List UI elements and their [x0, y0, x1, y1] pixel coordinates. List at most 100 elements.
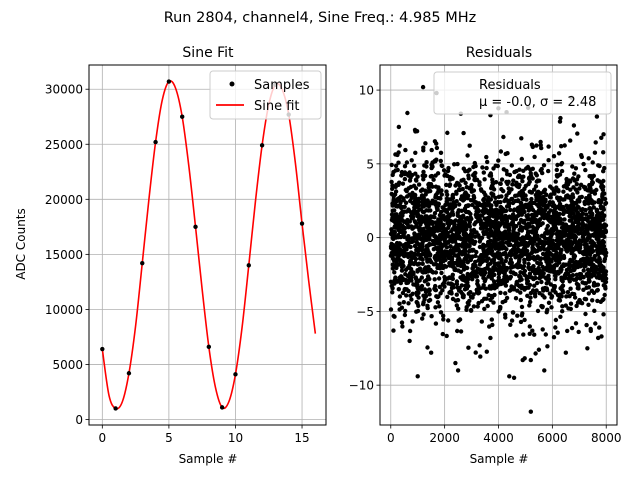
residual-point	[414, 292, 420, 298]
residual-point	[474, 290, 480, 295]
residual-point	[580, 226, 585, 232]
residual-point	[568, 138, 573, 143]
residual-point	[390, 203, 395, 208]
residual-point	[471, 198, 477, 204]
sample-point	[246, 263, 251, 268]
residual-point	[554, 263, 559, 268]
residual-point-outlier	[601, 312, 606, 317]
residual-point	[549, 295, 554, 300]
residual-point	[424, 160, 429, 165]
residual-point	[573, 321, 579, 326]
residual-point	[532, 257, 537, 262]
residual-point	[428, 188, 433, 194]
residual-point	[572, 253, 577, 258]
residual-point	[389, 191, 394, 197]
residual-point	[398, 194, 403, 199]
residual-point	[581, 274, 586, 280]
residual-point	[442, 173, 447, 178]
residual-point	[416, 278, 421, 284]
residual-point	[464, 307, 469, 312]
residual-point	[420, 316, 425, 321]
residual-point	[595, 233, 601, 238]
residual-point	[568, 274, 573, 279]
residual-point	[572, 171, 577, 176]
residual-point	[602, 256, 608, 262]
residual-point	[570, 195, 576, 200]
residual-point	[576, 286, 581, 291]
residual-point-outlier	[445, 130, 450, 136]
residual-point	[532, 200, 537, 206]
residual-point	[509, 284, 514, 289]
residual-point-outlier	[428, 350, 434, 355]
residual-point	[588, 186, 593, 192]
residual-point	[546, 168, 551, 174]
residual-point	[585, 196, 590, 201]
residual-point	[479, 235, 485, 240]
residual-point	[575, 264, 581, 270]
residual-point	[558, 195, 563, 201]
residual-point	[523, 193, 528, 198]
residual-point	[565, 205, 570, 210]
residuals-legend-title: Residuals	[479, 78, 541, 93]
residual-point	[544, 310, 549, 315]
residual-point	[499, 220, 505, 225]
residual-point	[567, 263, 572, 269]
residual-point	[551, 335, 557, 340]
residual-point-outlier	[396, 124, 402, 130]
residual-point	[540, 251, 546, 257]
residual-point	[401, 198, 406, 203]
residual-point	[578, 249, 583, 254]
residual-point	[396, 287, 401, 292]
residual-point	[444, 189, 449, 194]
residual-point	[521, 219, 526, 225]
residual-point	[438, 196, 443, 201]
residual-point	[556, 151, 562, 156]
residual-point	[421, 312, 426, 317]
residual-point	[486, 210, 491, 216]
residual-point	[503, 208, 509, 213]
residual-point	[455, 297, 461, 303]
residual-point	[455, 161, 460, 167]
sine-fit-xlabel: Sample #	[179, 452, 238, 466]
residual-point	[569, 211, 574, 216]
residual-point	[534, 143, 539, 148]
residual-point	[433, 287, 439, 293]
residual-point	[389, 162, 394, 168]
residual-point	[532, 187, 537, 192]
sine-fit-xtick-label: 15	[294, 431, 309, 445]
residual-point	[397, 257, 402, 263]
residual-point	[402, 204, 407, 209]
residual-point	[581, 161, 586, 167]
residual-point	[461, 197, 467, 202]
residual-point	[491, 265, 496, 270]
residual-point	[480, 165, 485, 170]
residual-point	[483, 229, 488, 235]
residual-point	[514, 236, 520, 242]
residual-point	[473, 350, 478, 355]
residual-point	[432, 277, 437, 282]
residual-point	[518, 270, 523, 275]
residual-point	[439, 253, 444, 259]
residual-point	[457, 317, 463, 322]
residual-point	[525, 235, 530, 241]
residual-point	[454, 242, 459, 247]
figure-suptitle: Run 2804, channel4, Sine Freq.: 4.985 MH…	[164, 10, 477, 26]
residual-point	[409, 297, 414, 302]
residual-point	[490, 322, 495, 328]
residual-point	[522, 317, 527, 323]
residual-point	[488, 197, 494, 202]
residual-point	[484, 217, 489, 223]
sample-point	[180, 114, 185, 119]
residual-point	[438, 310, 444, 315]
residual-point	[395, 233, 401, 238]
residual-point	[532, 283, 537, 288]
residual-point	[420, 173, 425, 178]
residual-point	[388, 279, 394, 284]
residual-point	[499, 194, 504, 199]
residual-point	[533, 267, 539, 273]
residual-point	[392, 270, 397, 275]
residual-point	[492, 260, 497, 266]
residual-point	[597, 325, 602, 330]
residual-point	[434, 205, 440, 210]
residual-point	[572, 295, 578, 300]
